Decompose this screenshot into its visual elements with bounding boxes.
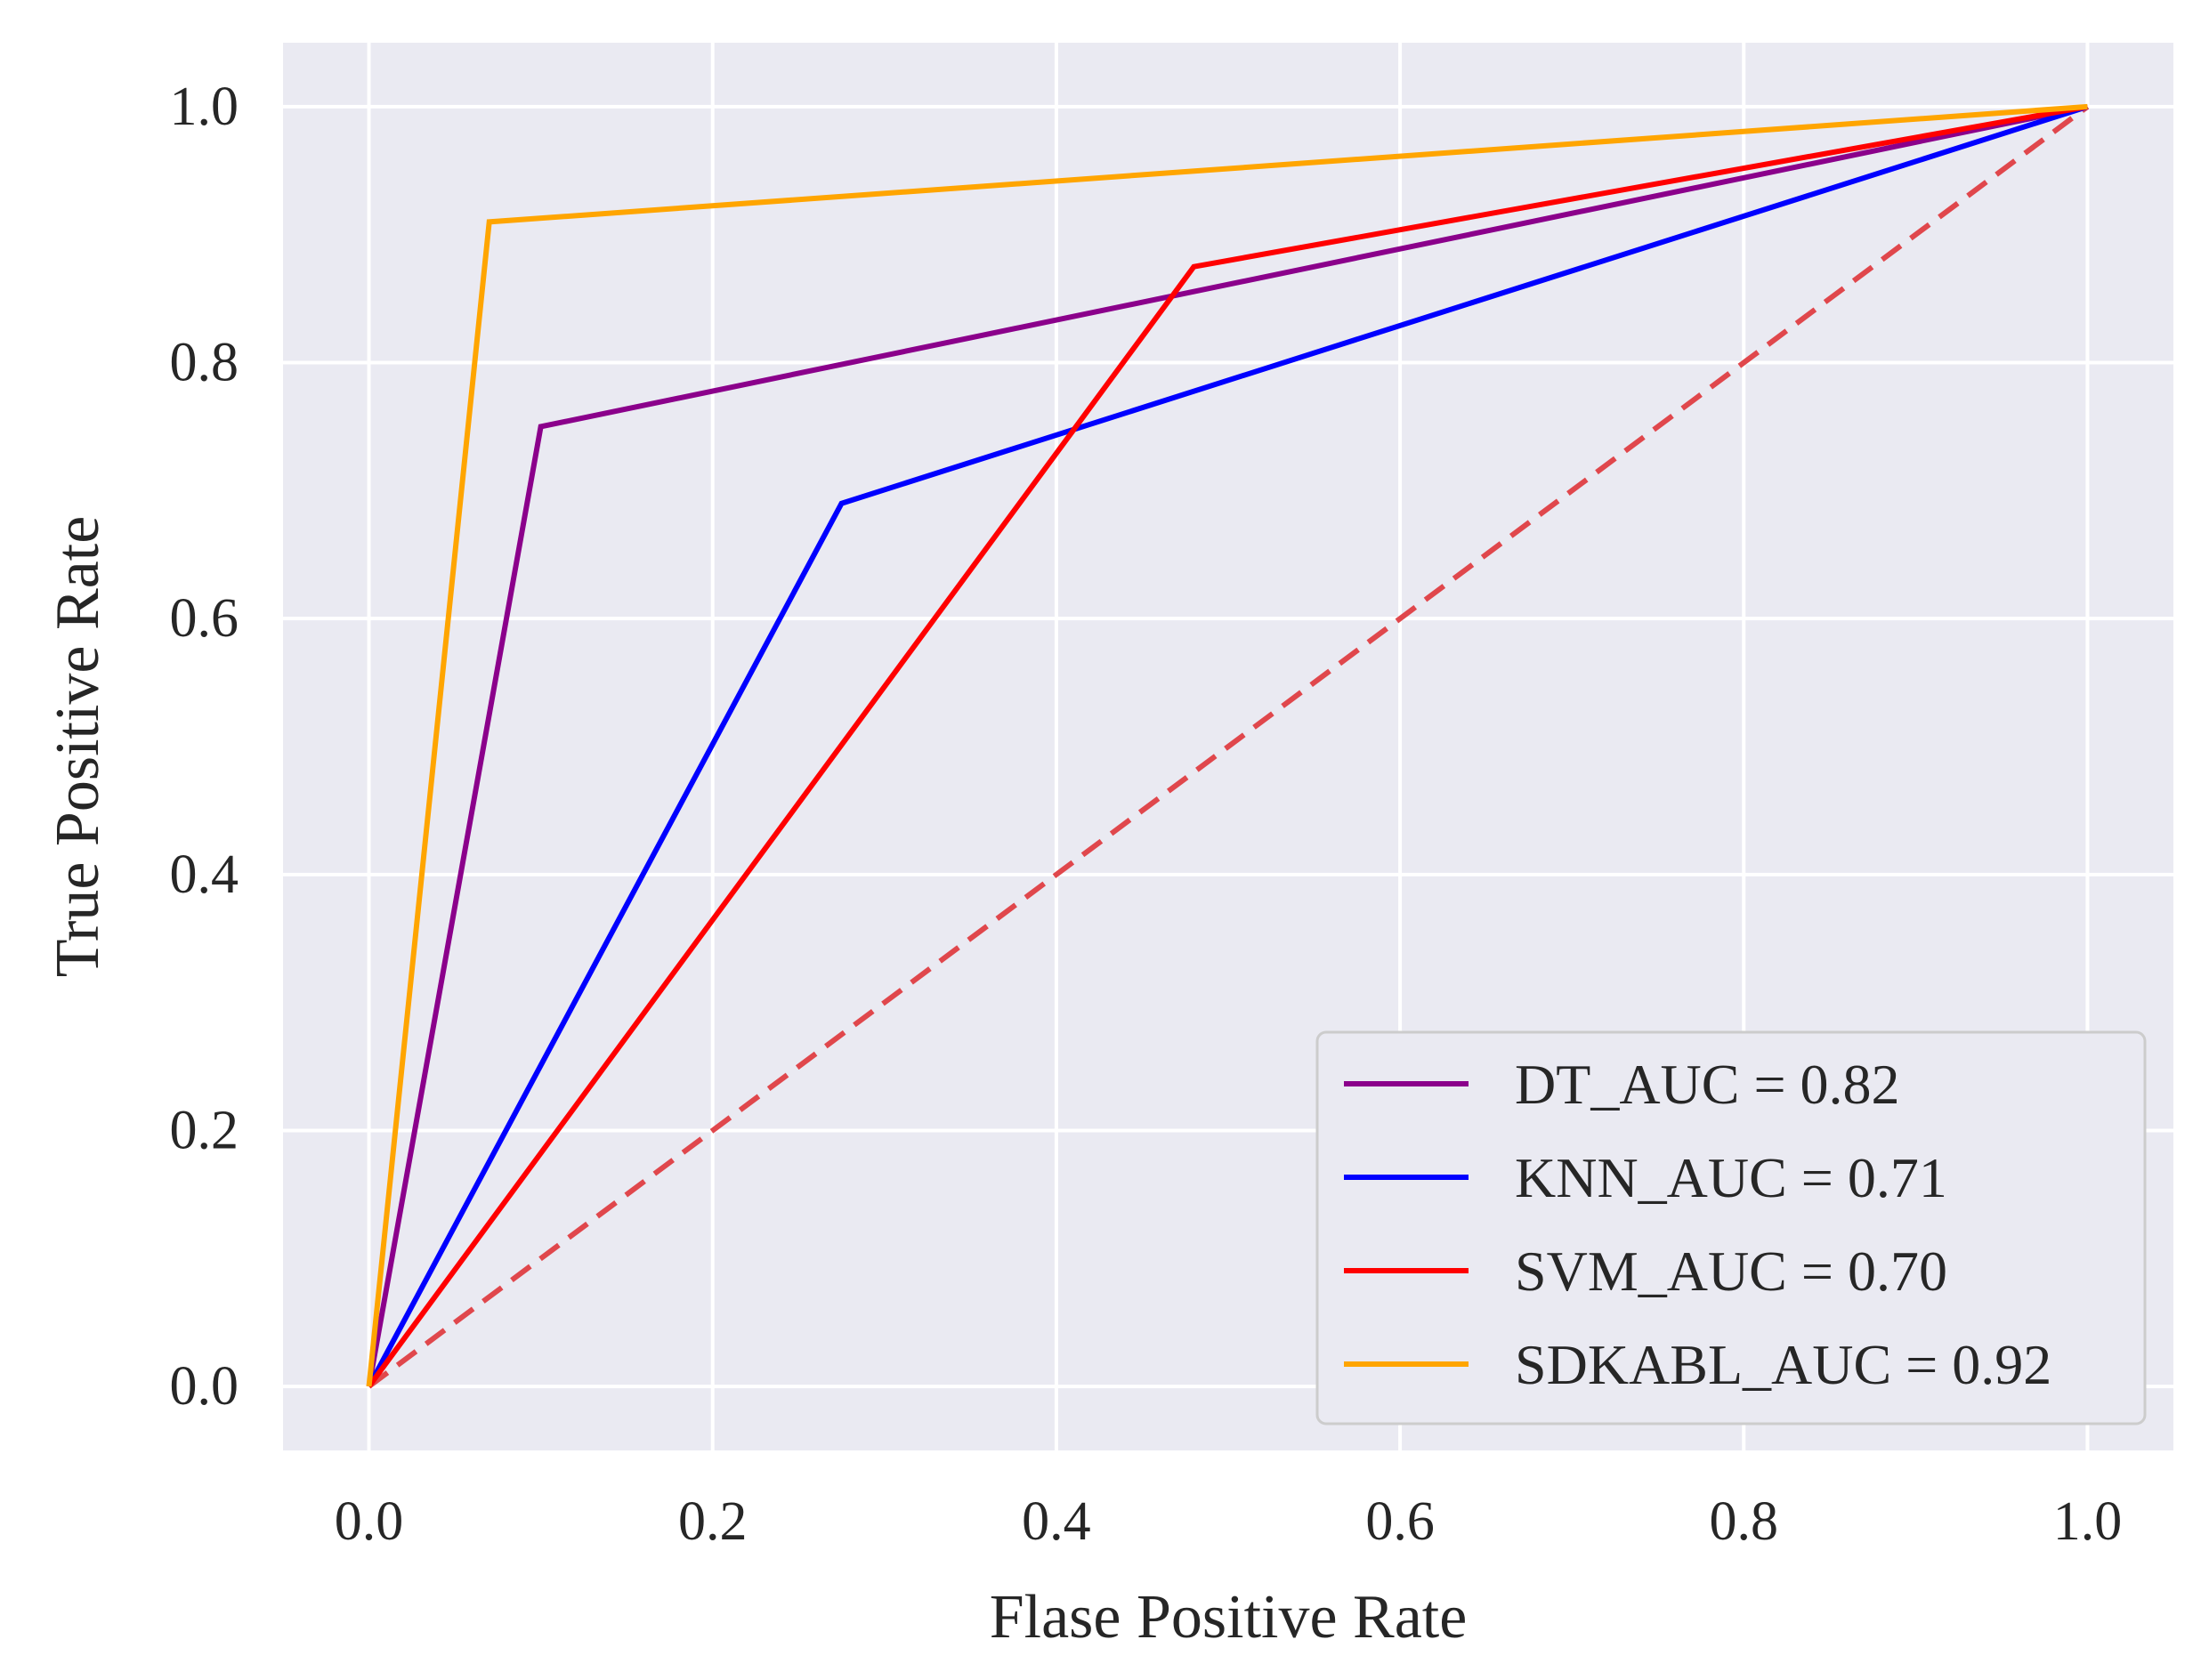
x-tick-label: 0.2: [678, 1491, 748, 1552]
y-axis-label: True Positive Rate: [44, 516, 112, 978]
legend-box: [1315, 1030, 2147, 1426]
reference-line-group: [367, 104, 2090, 1389]
legend: DT_AUC = 0.82 KNN_AUC = 0.71 SVM_AUC = 0.7…: [1315, 1030, 2147, 1426]
x-tick-label: 0.8: [1710, 1491, 1779, 1552]
x-tick-label: 0.6: [1365, 1491, 1435, 1552]
legend-label: SDKABL_AUC = 0.92: [1515, 1333, 2051, 1396]
y-tick-label: 1.0: [170, 77, 239, 137]
x-tick-label: 1.0: [2053, 1491, 2123, 1552]
x-axis-label: Flase Positive Rate: [990, 1583, 1468, 1652]
y-tick-labels: 0.0 0.2 0.4 0.6 0.8 1.0: [170, 77, 239, 1417]
series-line-sdkabl: [366, 103, 2088, 1387]
series-line-dt: [366, 103, 2089, 1387]
y-tick-label: 0.2: [170, 1100, 239, 1160]
x-tick-label: 0.4: [1022, 1491, 1091, 1552]
series-line-knn: [366, 104, 2089, 1388]
legend-label: KNN_AUC = 0.71: [1515, 1146, 1947, 1209]
legend-label: DT_AUC = 0.82: [1515, 1053, 1900, 1116]
x-tick-label: 0.0: [335, 1491, 404, 1552]
series-lines: [366, 103, 2089, 1388]
y-tick-label: 0.4: [170, 844, 239, 905]
legend-label: SVM_AUC = 0.70: [1515, 1240, 1947, 1303]
x-tick-labels: 0.0 0.2 0.4 0.6 0.8 1.0: [335, 1491, 2122, 1552]
y-tick-label: 0.8: [170, 333, 239, 393]
series-line-svm: [367, 103, 2088, 1388]
reference-diagonal-line: [367, 104, 2090, 1389]
y-tick-label: 0.0: [170, 1356, 239, 1417]
y-tick-label: 0.6: [170, 588, 239, 649]
